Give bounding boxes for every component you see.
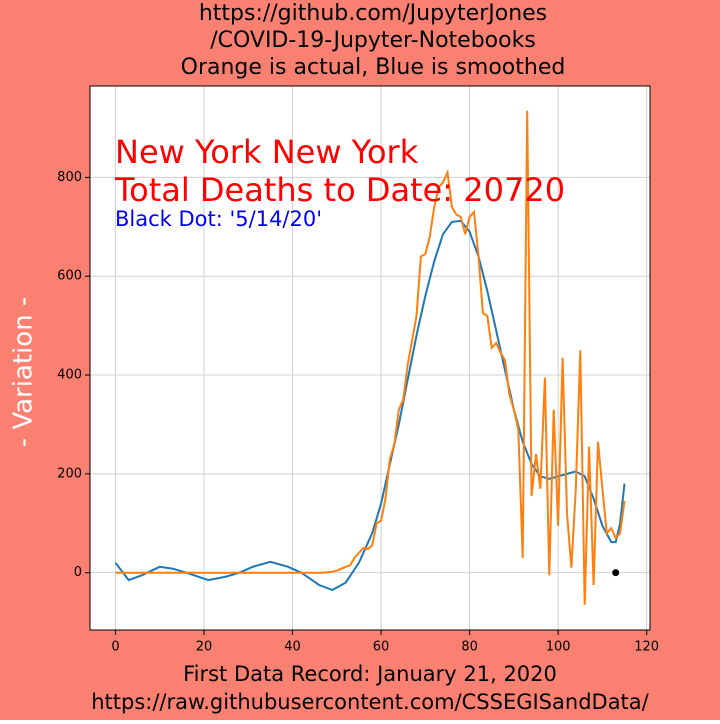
x-axis-label: https://raw.githubusercontent.com/CSSEGI…	[91, 690, 649, 714]
annotation: New York New York	[115, 133, 419, 171]
chart-title: https://github.com/JupyterJones	[199, 1, 547, 26]
x-tick-label: 100	[546, 640, 571, 655]
y-axis-label: - Variation -	[9, 297, 39, 448]
x-tick-label: 60	[373, 640, 390, 655]
y-tick-label: 800	[57, 170, 82, 185]
x-tick-label: 120	[634, 640, 659, 655]
y-tick-label: 0	[74, 565, 82, 580]
y-tick-label: 200	[57, 466, 82, 481]
x-axis-label: First Data Record: January 21, 2020	[183, 662, 557, 686]
y-tick-label: 600	[57, 269, 82, 284]
x-tick-label: 0	[111, 640, 119, 655]
chart-title: Orange is actual, Blue is smoothed	[181, 55, 566, 80]
data-line	[115, 110, 626, 605]
chart-title: /COVID-19-Jupyter-Notebooks	[210, 28, 536, 53]
x-tick-label: 40	[284, 640, 301, 655]
x-tick-label: 20	[196, 640, 213, 655]
annotation: Total Deaths to Date: 20720	[114, 171, 565, 209]
y-tick-label: 400	[57, 368, 82, 383]
annotation: Black Dot: '5/14/20'	[115, 207, 322, 231]
axes-frame	[89, 85, 651, 631]
x-tick-label: 80	[461, 640, 478, 655]
marker-dot	[612, 569, 620, 577]
